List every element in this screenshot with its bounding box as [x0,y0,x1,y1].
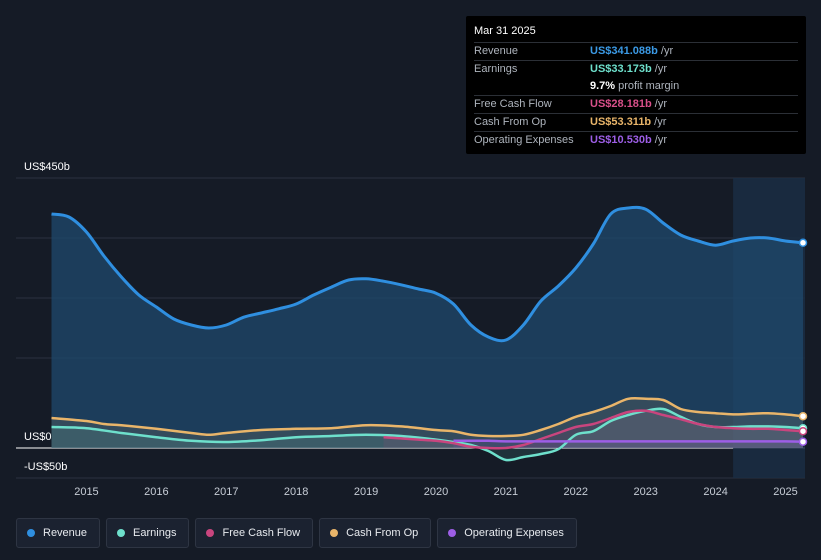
tooltip-row-free-cash-flow: Free Cash Flow US$28.181b /yr [474,95,798,113]
earnings-area-fill [51,408,804,461]
x-tick-label: 2016 [144,486,168,498]
tooltip-value: US$28.181b [590,98,652,110]
tooltip-value: US$33.173b [590,63,652,75]
cash-from-op-end-dot [798,411,808,421]
revenue-line [51,205,804,343]
x-tick-label: 2020 [424,486,448,498]
tooltip-unit: /yr [654,116,667,128]
operating-expenses-line [453,439,804,443]
tooltip-label: Earnings [474,63,518,75]
legend-dot-icon [117,529,126,537]
tooltip-row-revenue: Revenue US$341.088b /yr [474,42,798,60]
tooltip-value: 9.7% [590,80,616,92]
tooltip-label: Revenue [474,45,519,57]
tooltip-row-profit-margin: 9.7% profit margin [474,78,798,95]
operating-expenses-end-dot [798,437,808,446]
legend-item-revenue[interactable]: Revenue [16,518,101,548]
legend-label: Free Cash Flow [222,527,301,539]
tooltip-label: Cash From Op [474,116,547,128]
legend-item-free-cash-flow[interactable]: Free Cash Flow [195,518,314,548]
x-tick-label: 2017 [214,486,238,498]
series-lines [51,205,804,462]
x-tick-label: 2018 [284,486,308,498]
legend-dot-icon [206,529,215,537]
legend-dot-icon [330,529,339,537]
tooltip-row-operating-expenses: Operating Expenses US$10.530b /yr [474,131,798,149]
financial-chart: US$450b US$0 -US$50b 2015 2016 2017 2018 201… [16,161,808,498]
tooltip-label: Operating Expenses [474,134,574,146]
cash-from-op-area-fill [51,398,804,448]
legend-item-operating-expenses[interactable]: Operating Expenses [437,518,577,548]
legend-label: Cash From Op [346,527,419,539]
tooltip-value: US$10.530b [590,134,652,146]
tooltip-label: Free Cash Flow [474,98,552,110]
y-axis-top-label: US$450b [24,161,70,173]
x-tick-label: 2022 [564,486,588,498]
revenue-end-dot [798,238,808,248]
legend-label: Operating Expenses [464,527,564,539]
tooltip-date: Mar 31 2025 [474,25,536,37]
tooltip-label [474,78,590,95]
legend-label: Earnings [133,527,177,539]
series-end-dots [798,238,808,446]
x-tick-label: 2021 [494,486,518,498]
free-cash-flow-area-fill [383,410,803,449]
tooltip-value: US$341.088b [590,45,658,57]
legend-dot-icon [448,529,457,537]
y-axis-bottom-label: -US$50b [24,461,67,473]
free-cash-flow-line [383,409,804,450]
tooltip-unit: /yr [654,63,667,75]
chart-legend: Revenue Earnings Free Cash Flow Cash Fro… [16,518,577,548]
tooltip-row-cash-from-op: Cash From Op US$53.311b /yr [474,113,798,131]
data-tooltip: Mar 31 2025 Revenue US$341.088b /yr Earn… [466,16,806,154]
cash-from-op-line [51,396,804,438]
x-tick-label: 2023 [633,486,657,498]
x-axis-ticks: 2015 2016 2017 2018 2019 2020 2021 2022 2023 2024… [74,486,798,498]
legend-item-cash-from-op[interactable]: Cash From Op [319,518,432,548]
x-tick-label: 2024 [703,486,727,498]
tooltip-unit: /yr [660,45,674,57]
legend-label: Revenue [43,527,88,539]
legend-dot-icon [27,529,35,537]
legend-item-earnings[interactable]: Earnings [106,518,190,548]
tooltip-unit: profit margin [618,80,680,92]
tooltip-value: US$53.311b [590,116,652,128]
tooltip-unit: /yr [654,98,667,110]
x-tick-label: 2019 [354,486,378,498]
y-axis-zero-label: US$0 [24,431,52,443]
x-tick-label: 2025 [773,486,797,498]
x-tick-label: 2015 [74,486,98,498]
revenue-area-fill [51,207,804,448]
tooltip-unit: /yr [654,134,667,146]
free-cash-flow-end-dot [798,426,808,436]
tooltip-row-earnings: Earnings US$33.173b /yr [474,60,798,78]
